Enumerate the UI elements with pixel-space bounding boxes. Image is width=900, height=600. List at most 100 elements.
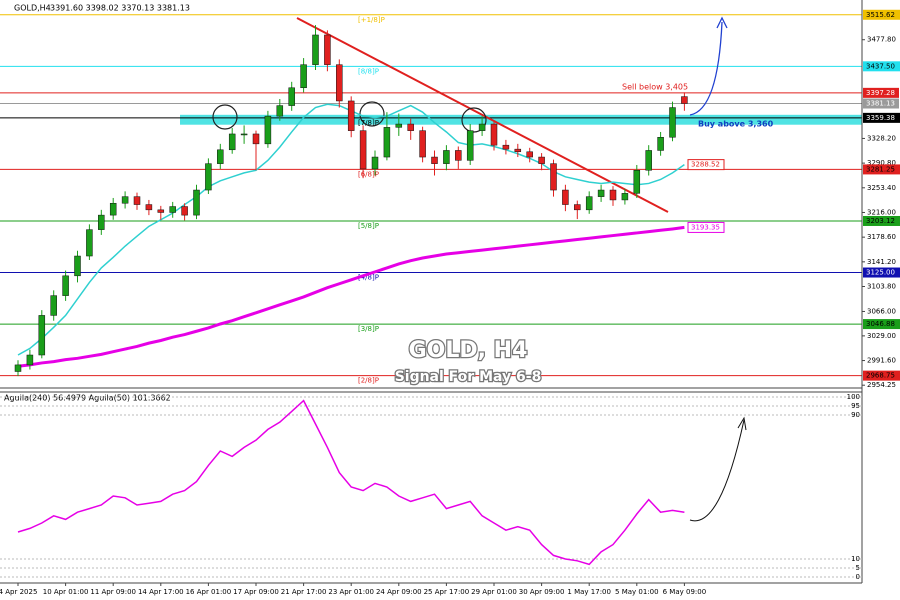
price-box-label: 2968.75 bbox=[866, 372, 895, 380]
buy-zone bbox=[180, 114, 862, 125]
price-box bbox=[863, 215, 900, 226]
candle-body bbox=[431, 156, 438, 164]
price-box bbox=[863, 112, 900, 123]
candle-body bbox=[98, 214, 105, 230]
annotation: Sell below 3,405 bbox=[622, 83, 688, 92]
x-tick-label: 1 May 17:00 bbox=[567, 588, 611, 596]
price-box bbox=[863, 87, 899, 98]
annotation: Buy above 3,360 bbox=[698, 120, 774, 129]
candle-body bbox=[288, 87, 295, 106]
x-tick-label: 16 Apr 01:00 bbox=[186, 588, 232, 596]
candle-body bbox=[574, 204, 581, 211]
price-box bbox=[687, 159, 725, 171]
candle-body bbox=[109, 202, 117, 216]
x-tick-label: 29 Apr 01:00 bbox=[471, 588, 517, 596]
candle-body bbox=[133, 196, 141, 205]
price-box-label: 3359.38 bbox=[866, 114, 895, 122]
candle-body bbox=[312, 34, 319, 65]
price-box bbox=[863, 98, 899, 109]
candle-body bbox=[359, 130, 367, 170]
candle-body bbox=[264, 115, 272, 145]
price-box-label: 3288.52 bbox=[691, 161, 720, 169]
candle-body bbox=[228, 133, 236, 151]
x-tick-label: 5 May 01:00 bbox=[615, 588, 659, 596]
candle-body bbox=[455, 150, 462, 161]
price-box bbox=[863, 164, 900, 175]
level-name: [2/8]P bbox=[358, 377, 379, 385]
x-tick-label: 10 Apr 01:00 bbox=[43, 588, 89, 596]
candle-body bbox=[276, 105, 284, 117]
candle-body bbox=[169, 206, 176, 213]
y-tick-label: 3103.80 bbox=[867, 283, 896, 291]
x-tick-label: 11 Apr 09:00 bbox=[90, 588, 136, 596]
candle-body bbox=[490, 123, 498, 146]
y-tick-label: 3477.80 bbox=[867, 36, 896, 44]
candle-body bbox=[478, 123, 486, 131]
price-box-label: 3515.62 bbox=[866, 11, 895, 19]
level-name: [+1/8]P bbox=[358, 16, 385, 24]
y-tick-label: 3216.00 bbox=[867, 208, 896, 216]
price-box-label: 3203.12 bbox=[866, 217, 895, 225]
candle-body bbox=[252, 133, 260, 145]
indicator-title: Aguila(240) 56.4979 Aguila(50) 101.3662 bbox=[4, 394, 171, 403]
candle-body bbox=[26, 354, 34, 366]
price-box bbox=[687, 221, 725, 233]
chart-subtitle: Signal For May 6-8 bbox=[395, 369, 542, 385]
indicator-tick-label: 100 bbox=[847, 393, 860, 401]
indicator-line bbox=[17, 399, 685, 566]
circle-mark bbox=[212, 104, 238, 130]
candle-body bbox=[74, 255, 81, 277]
y-tick-label: 3066.00 bbox=[867, 307, 896, 315]
x-tick-label: 6 May 09:00 bbox=[663, 588, 707, 596]
chart-title: GOLD, H4 bbox=[409, 338, 528, 363]
price-box-label: 3193.35 bbox=[691, 223, 720, 231]
indicator-tick-label: 95 bbox=[851, 402, 860, 410]
level-name: [4/8]P bbox=[358, 274, 379, 282]
price-box-label: 3046.88 bbox=[866, 320, 895, 328]
y-tick-label: 3253.40 bbox=[867, 184, 896, 192]
candle-body bbox=[240, 133, 248, 136]
back-layer bbox=[0, 14, 862, 377]
candle-body bbox=[562, 189, 569, 205]
candle-body bbox=[86, 229, 93, 257]
price-box-label: 3381.13 bbox=[866, 100, 895, 108]
y-tick-label: 3029.00 bbox=[867, 332, 896, 340]
candle-body bbox=[217, 149, 224, 164]
candle-body bbox=[50, 295, 57, 316]
candle-body bbox=[157, 209, 165, 213]
candle-body bbox=[550, 163, 557, 191]
candle-body bbox=[38, 315, 46, 356]
forecast-arrow bbox=[689, 21, 723, 116]
indicator-tick-label: 90 bbox=[851, 411, 860, 419]
level-name: [8/8]P bbox=[358, 67, 379, 75]
price-box bbox=[863, 370, 900, 381]
candle-body bbox=[419, 130, 426, 158]
candle-body bbox=[14, 364, 22, 372]
candle-body bbox=[514, 148, 522, 153]
candle-body bbox=[585, 196, 593, 211]
price-box bbox=[863, 61, 900, 72]
candle-body bbox=[181, 206, 188, 216]
candle-body bbox=[347, 100, 355, 131]
candle-body bbox=[466, 130, 474, 161]
price-box bbox=[863, 319, 900, 330]
candle-body bbox=[62, 275, 69, 296]
candle-body bbox=[205, 163, 212, 191]
indicator-tick-label: 0 bbox=[856, 573, 860, 581]
price-box-label: 3397.28 bbox=[866, 89, 895, 97]
header-values: 3391.60 3398.02 3370.13 3381.13 bbox=[50, 4, 190, 13]
symbol: GOLD,H4 bbox=[14, 4, 51, 13]
y-tick-label: 3178.60 bbox=[867, 233, 896, 241]
level-name: [5/8]P bbox=[358, 222, 379, 230]
candle-body bbox=[121, 196, 129, 204]
price-box bbox=[863, 267, 900, 278]
x-tick-label: 17 Apr 09:00 bbox=[233, 588, 279, 596]
candle-body bbox=[324, 34, 331, 65]
candle-body bbox=[526, 151, 533, 158]
x-tick-label: 25 Apr 17:00 bbox=[424, 588, 470, 596]
y-tick-label: 2954.25 bbox=[867, 381, 896, 389]
indicator-tick-label: 10 bbox=[851, 555, 860, 563]
y-tick-label: 2991.60 bbox=[867, 357, 896, 365]
candle-body bbox=[621, 193, 629, 201]
